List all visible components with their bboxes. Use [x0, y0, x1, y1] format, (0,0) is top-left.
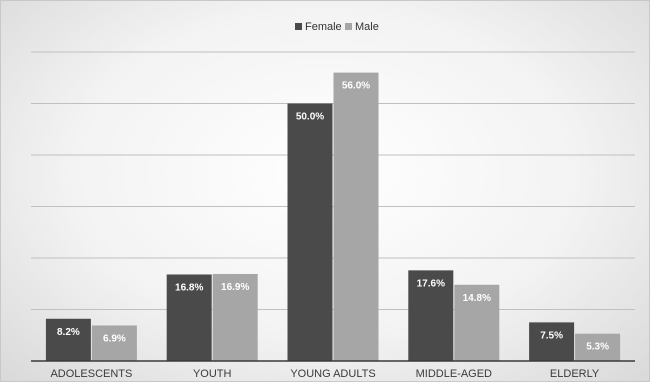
- data-label: 14.8%: [463, 293, 491, 304]
- legend-swatch-female: [295, 23, 302, 30]
- legend-swatch-male: [345, 23, 352, 30]
- data-label: 5.3%: [586, 342, 609, 353]
- bar-male-middle-aged: [454, 284, 500, 361]
- legend: Female Male: [295, 21, 379, 33]
- bar-female-young-adults: [287, 103, 333, 361]
- data-label: 17.6%: [417, 278, 445, 289]
- data-label: 7.5%: [540, 330, 563, 341]
- gridlines: [31, 51, 635, 310]
- legend-label-male: Male: [355, 21, 379, 33]
- bar-female-middle-aged: [408, 270, 454, 361]
- x-tick-label: YOUTH: [193, 368, 232, 380]
- x-tick-label: YOUNG ADULTS: [290, 368, 375, 380]
- bar-female-youth: [166, 274, 212, 361]
- bar-male-elderly: [575, 333, 621, 361]
- bar-male-youth: [212, 273, 258, 361]
- x-tick-label: ADOLESCENTS: [50, 368, 132, 380]
- bar-female-elderly: [529, 322, 575, 361]
- data-label: 16.8%: [175, 282, 203, 293]
- bars: [45, 72, 621, 361]
- x-tick-labels: ADOLESCENTS YOUTH YOUNG ADULTS MIDDLE-AGED E…: [50, 368, 599, 380]
- data-label: 6.9%: [103, 333, 126, 344]
- x-tick-label: ELDERLY: [550, 368, 600, 380]
- bar-female-adolescents: [45, 318, 91, 361]
- data-label: 50.0%: [296, 112, 324, 123]
- data-labels: 8.2% 6.9% 16.8% 16.9% 50.0% 56.0% 17.6% 14.8% 7.…: [57, 81, 609, 353]
- data-label: 56.0%: [342, 81, 370, 92]
- legend-label-female: Female: [305, 21, 342, 33]
- data-label: 8.2%: [57, 327, 80, 338]
- bar-male-adolescents: [91, 325, 137, 361]
- bar-male-young-adults: [333, 72, 379, 361]
- x-tick-label: MIDDLE-AGED: [416, 368, 492, 380]
- data-label: 16.9%: [221, 282, 249, 293]
